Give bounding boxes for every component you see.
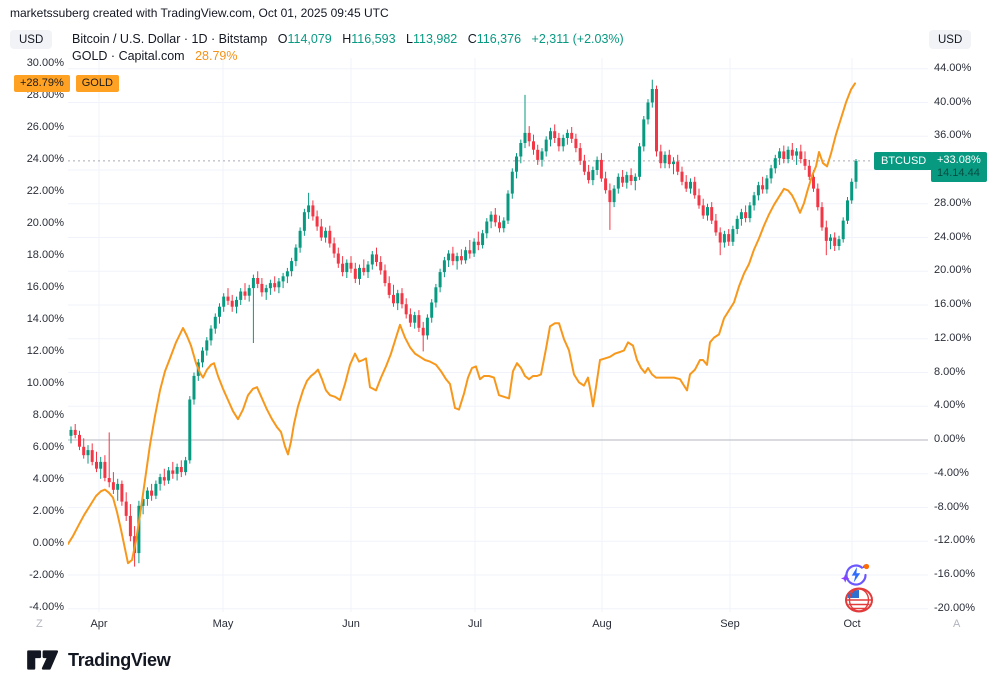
legend-separator: · [110, 49, 116, 63]
left-axis-tick: 30.00% [26, 57, 64, 69]
time-axis-month: Sep [720, 618, 740, 630]
right-axis-tick: 16.00% [934, 298, 972, 310]
time-axis-month: Jul [467, 618, 483, 630]
left-axis-tick: 10.00% [26, 377, 64, 389]
right-axis-tick: 12.00% [934, 331, 972, 344]
legend-separator: · [210, 32, 216, 46]
left-axis-tick: 16.00% [26, 281, 64, 293]
ai-lightning-icon[interactable] [841, 561, 871, 594]
right-axis-tick: 8.00% [934, 365, 966, 378]
time-axis-partial-right: A [953, 618, 961, 630]
right-axis-tick: 4.00% [934, 399, 966, 412]
left-axis-tick: 18.00% [26, 249, 64, 261]
right-axis-tick: 44.00% [934, 61, 972, 74]
time-axis-month: Aug [592, 618, 612, 630]
tradingview-logo[interactable]: TradingView [26, 648, 171, 672]
compare-legend[interactable]: GOLD · Capital.com 28.79% [72, 49, 237, 63]
right-axis-tick: -20.00% [934, 601, 975, 614]
right-axis-tick: -12.00% [934, 534, 975, 547]
btcusd-countdown: 14.14.44 [937, 167, 980, 179]
close-value: 116,376 [476, 32, 522, 46]
right-axis-tick: 0.00% [934, 433, 966, 445]
time-axis-month: Apr [90, 618, 108, 630]
gold-axis-badge: +28.79% GOLD [14, 75, 119, 92]
close-label: C [467, 32, 477, 46]
symbol-legend[interactable]: Bitcoin / U.S. Dollar · 1D · Bitstamp O1… [72, 32, 624, 46]
left-axis-tick: 12.00% [26, 345, 64, 357]
low-value: 113,982 [412, 32, 458, 46]
left-axis-tick: 14.00% [26, 313, 64, 325]
left-axis-tick: 0.00% [32, 537, 64, 549]
btcusd-price-badge: +33.08% 14.14.44 [931, 152, 987, 182]
right-currency-toggle[interactable]: USD [929, 30, 972, 49]
time-axis-partial-left: Z [36, 618, 43, 630]
gold-change-badge: +28.79% [14, 75, 70, 92]
left-axis-tick: 4.00% [32, 473, 64, 485]
left-axis-tick: 22.00% [26, 185, 64, 197]
low-label: L [406, 32, 413, 46]
left-axis-tick: 6.00% [32, 441, 64, 453]
btcusd-symbol-badge: BTCUSD [874, 152, 934, 170]
right-axis-tick: -16.00% [934, 568, 975, 580]
right-axis-tick: -4.00% [934, 466, 969, 479]
open-value: 114,079 [287, 32, 332, 46]
high-value: 116,593 [351, 32, 396, 46]
high-label: H [342, 32, 352, 46]
symbol-interval: 1D [191, 32, 208, 46]
open-label: O [277, 32, 288, 46]
gold-label-badge: GOLD [75, 75, 119, 92]
tradingview-wordmark: TradingView [68, 649, 171, 670]
left-axis-tick: 2.00% [32, 505, 64, 517]
compare-source: Capital.com [118, 49, 185, 63]
right-axis-tick: 24.00% [934, 230, 972, 243]
left-axis-tick: 28.00% [26, 89, 64, 101]
btcusd-change-value: +33.08% [937, 154, 981, 166]
attribution-text: marketssuberg created with TradingView.c… [10, 6, 389, 20]
tradingview-logo-icon [27, 650, 59, 670]
change-value: +2,311 (+2.03%) [531, 32, 624, 46]
time-axis-month: Oct [843, 618, 861, 630]
left-axis-tick: 26.00% [26, 121, 64, 133]
left-axis-tick: 20.00% [26, 217, 64, 229]
left-axis-tick: 24.00% [26, 153, 64, 165]
right-axis-tick: -8.00% [934, 500, 969, 513]
left-axis-tick: 8.00% [32, 409, 64, 421]
compare-change: 28.79% [195, 49, 238, 63]
symbol-exchange: Bitstamp [218, 32, 268, 46]
time-axis-month: May [212, 618, 234, 630]
legend-separator: · [183, 32, 189, 46]
right-axis-tick: 40.00% [934, 95, 972, 108]
globe-flag-icon[interactable] [844, 587, 874, 618]
right-axis-tick: 20.00% [934, 264, 972, 277]
left-axis-tick: -4.00% [29, 601, 64, 613]
left-currency-toggle[interactable]: USD [10, 30, 53, 49]
right-axis-tick: 36.00% [934, 129, 972, 142]
right-axis-tick: 28.00% [934, 196, 972, 209]
time-axis-month: Jun [342, 618, 360, 630]
symbol-name: Bitcoin / U.S. Dollar [72, 32, 181, 46]
left-axis-tick: -2.00% [29, 569, 64, 581]
